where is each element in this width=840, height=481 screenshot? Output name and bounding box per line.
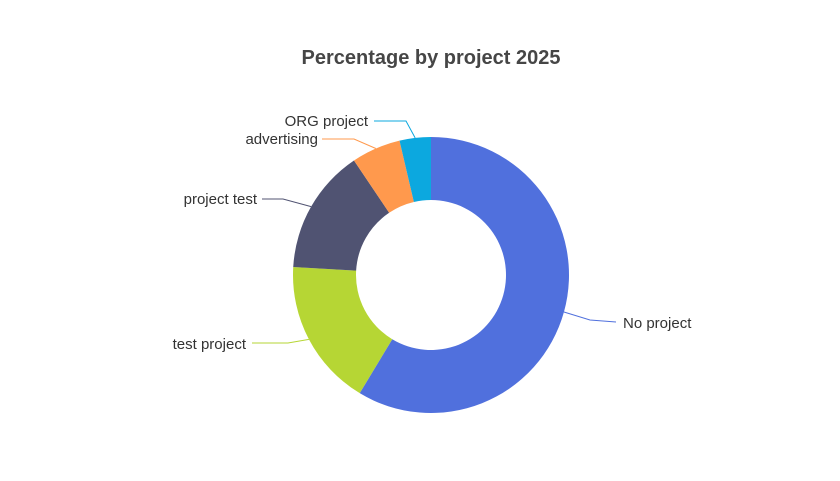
- slice-org-project[interactable]: [399, 137, 431, 202]
- slice-label-no-project: No project: [623, 315, 692, 332]
- leader-line-test-project: [252, 338, 310, 344]
- slices-layer: [293, 137, 569, 413]
- slice-no-project[interactable]: [359, 137, 569, 413]
- slice-label-advertising: advertising: [245, 131, 318, 148]
- leader-line-no-project: [563, 311, 617, 323]
- slice-label-project-test: project test: [184, 191, 258, 208]
- labels-layer: No project test project project test advert…: [173, 113, 693, 353]
- leader-line-project-test: [262, 198, 312, 208]
- leader-lines-layer: [252, 120, 617, 344]
- leader-line-advertising: [322, 138, 377, 149]
- slice-test-project[interactable]: [293, 267, 393, 394]
- slice-project-test[interactable]: [293, 160, 390, 271]
- slice-label-test-project: test project: [173, 336, 247, 353]
- slice-label-org-project: ORG project: [285, 113, 369, 130]
- leader-line-org-project: [374, 120, 416, 139]
- slice-advertising[interactable]: [353, 140, 414, 213]
- chart-title: Percentage by project 2025: [301, 47, 561, 69]
